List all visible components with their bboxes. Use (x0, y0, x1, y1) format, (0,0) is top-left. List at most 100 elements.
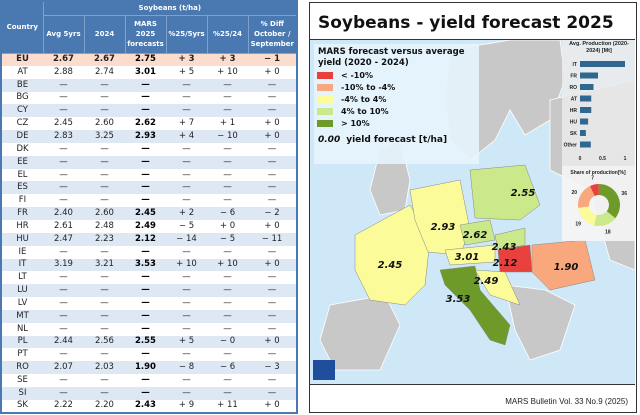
forecast-cell: 2.55 (125, 335, 166, 349)
diff-cell: − 11 (248, 232, 298, 246)
bar-label: IT (573, 62, 577, 68)
yield-label-sample: 0.00 (318, 135, 341, 145)
y2024-cell: — (100, 246, 109, 257)
y2024-cell: 3.21 (84, 258, 125, 272)
pct5-cell: + 2 (166, 207, 207, 220)
pct24-cell: — (223, 272, 232, 283)
diff-cell: — (248, 309, 298, 323)
y2024-cell: 2.03 (84, 361, 125, 375)
country-cell: ES (1, 181, 43, 195)
bar-label: RO (570, 85, 578, 91)
avg5-cell: — (59, 246, 68, 257)
table-row: FR 2.40 2.60 2.45 + 2− 6− 2 (1, 207, 298, 220)
country-cell: FR (1, 207, 43, 220)
country-cell: HU (1, 232, 43, 246)
forecast-cell: — (125, 78, 166, 92)
footer-citation: MARS Bulletin Vol. 33 No.9 (2025) (505, 397, 628, 406)
avg5-cell: 2.22 (54, 400, 73, 411)
avg5-cell: — (43, 155, 84, 169)
table-row: HU 2.47 2.23 2.12− 14− 5− 11 (1, 232, 298, 246)
diff-cell: — (248, 386, 298, 400)
country-cell: SK (17, 400, 28, 411)
country-cell: EL (17, 169, 28, 180)
pct5-cell: + 3 (166, 53, 207, 66)
bar-fr (580, 72, 598, 79)
country-pl (469, 164, 541, 221)
col-mars: MARS 2025 forecasts (124, 14, 167, 54)
legend-item: -4% to 4% (317, 93, 479, 105)
table-row: PT — — — — — — (1, 348, 297, 361)
avg5-cell: 2.61 (54, 220, 73, 231)
table-row: LU — — — — — — (1, 284, 298, 298)
donut-label: 20 (572, 190, 578, 196)
y2024-cell: 2.74 (95, 66, 114, 77)
country-label-hr: 2.49 (474, 276, 499, 287)
country-labels: 2.45 2.93 2.55 2.62 2.43 3.01 2.12 1.90 2.493.53 (378, 188, 579, 305)
country-label-it: 3.53 (446, 294, 471, 305)
table-row: EU 2.67 2.67 2.75 + 3 + 3− 1 (1, 53, 298, 66)
country-cell: IE (18, 246, 27, 257)
forecast-cell: — (125, 386, 166, 400)
pct5-cell: — (182, 323, 191, 334)
diff-cell: — (267, 323, 277, 334)
avg5-cell: 2.47 (43, 232, 84, 246)
table-row: LT — — — — — — (1, 271, 297, 284)
y2024-cell: — (84, 284, 125, 298)
col-2024: 2024 (83, 14, 126, 54)
y2024-cell: — (100, 92, 109, 103)
diff-cell: — (248, 155, 298, 169)
avg5-cell: — (59, 297, 68, 308)
country-label-pl: 2.55 (511, 188, 536, 199)
country-cell: EU (1, 53, 43, 66)
table-row: IT 3.19 3.21 3.53 + 10 + 10 + 0 (1, 258, 298, 272)
y2024-cell: 3.25 (84, 130, 125, 143)
avg5-cell: 3.19 (43, 258, 84, 272)
country-cell: IT (1, 258, 43, 272)
legend-label: < -10% (341, 70, 373, 80)
pct5-cell: + 9 (178, 400, 195, 411)
y2024-cell: 2.20 (95, 400, 114, 411)
legend-swatch (317, 95, 333, 103)
forecast-cell: — (141, 143, 150, 154)
pct24-cell: — (207, 104, 248, 118)
y2024-cell: — (100, 143, 109, 154)
diff-cell: − 2 (248, 207, 298, 220)
table-row: IE — — — — — — (1, 246, 297, 259)
y2024-cell: — (100, 323, 109, 334)
pct24-cell: − 10 (207, 130, 248, 143)
legend-item: -10% to -4% (317, 81, 479, 93)
y2024-cell: — (100, 272, 109, 283)
pct5-cell: — (166, 155, 207, 169)
bar-other (580, 141, 591, 148)
y2024-cell: — (100, 349, 109, 360)
country-sk (494, 227, 526, 251)
avg5-cell: — (43, 386, 84, 400)
pct5-cell: — (182, 195, 191, 206)
bar-it (580, 61, 625, 67)
avg5-cell: — (59, 349, 68, 360)
avg5-cell: — (59, 272, 68, 283)
bar-label: HU (570, 120, 578, 126)
pct5-cell: — (182, 272, 191, 283)
table-row: LV — — — — — — (1, 297, 297, 310)
legend-item: 4% to 10% (317, 105, 479, 117)
diff-cell: — (267, 143, 277, 154)
forecast-cell: 2.93 (125, 130, 166, 143)
y2024-cell: 2.23 (84, 232, 125, 246)
table-row: BG — — — — — — (1, 92, 297, 105)
pct5-cell: — (166, 284, 207, 298)
country-cell: CY (1, 104, 43, 118)
country-cell: FI (18, 195, 27, 206)
pct5-cell: — (182, 92, 191, 103)
forecast-cell: — (141, 195, 150, 206)
col-avg5: Avg 5yrs (42, 14, 85, 54)
diff-cell: + 0 (248, 335, 298, 349)
avg5-cell: 2.07 (43, 361, 84, 375)
forecast-cell: 2.49 (135, 220, 156, 231)
pct24-cell: — (223, 92, 232, 103)
country-cell: MT (1, 309, 43, 323)
pct24-cell: — (223, 195, 232, 206)
avg5-cell: — (59, 169, 68, 180)
donut-slice (593, 211, 616, 226)
bar-label: AT (571, 97, 577, 103)
